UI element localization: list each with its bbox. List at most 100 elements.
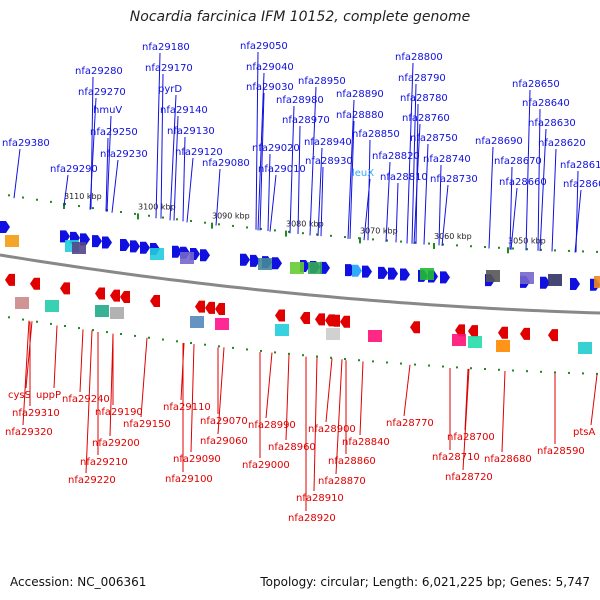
feature-block [275, 324, 289, 336]
track-dot [302, 232, 304, 235]
top-gene-label: nfa28800 [395, 52, 443, 63]
feature-block [258, 258, 272, 270]
track-dot [484, 368, 486, 371]
scale-tick-label: 3110 kbp [64, 192, 102, 201]
top-gene-label: nfa29250 [90, 127, 138, 138]
top-gene-label: nfa28610 [560, 160, 600, 171]
track-dot [302, 354, 304, 357]
top-gene-label: nfa29280 [75, 66, 123, 77]
reverse-gene-arrow [410, 321, 420, 334]
genome-backbone [0, 253, 600, 315]
track-dot [288, 230, 290, 233]
top-leader-line [551, 148, 557, 252]
scale-tick-label: 3090 kbp [212, 212, 250, 221]
track-dot [218, 345, 220, 348]
scale-tick-label: 3050 kbp [508, 236, 546, 245]
track-dot [358, 359, 360, 362]
track-dot [120, 333, 122, 335]
reverse-gene-arrow [95, 287, 105, 300]
bottom-gene-label: nfa28960 [268, 442, 316, 453]
track-dot [50, 322, 52, 325]
top-leader-line [111, 159, 119, 213]
reverse-gene-arrow [498, 326, 508, 339]
bottom-gene-label: nfa28680 [484, 454, 532, 465]
bottom-gene-label: nfa29090 [173, 454, 221, 465]
reverse-gene-arrow [150, 295, 160, 307]
track-dot [526, 370, 528, 373]
feature-block [290, 262, 304, 274]
track-dot [176, 218, 178, 221]
track-dot [232, 224, 234, 227]
reverse-gene-arrow [315, 313, 325, 326]
reverse-gene-arrow [330, 314, 340, 327]
bottom-gene-label: cysS [8, 390, 31, 401]
bottom-gene-label: nfa29110 [163, 402, 211, 413]
top-leader-line [105, 137, 109, 212]
bottom-leader-line [109, 333, 114, 437]
track-dot [134, 334, 136, 337]
reverse-gene-arrow [195, 300, 205, 313]
top-leader-line [169, 94, 177, 221]
reverse-gene-arrow [340, 315, 350, 328]
track-dot [330, 234, 332, 237]
track-dot [400, 240, 402, 243]
top-leader-line [349, 120, 355, 239]
scale-tick-label: 3060 kbp [434, 232, 472, 241]
track-dot [428, 364, 430, 367]
top-leader-line [413, 123, 421, 245]
top-leader-line [297, 125, 301, 235]
track-dot [162, 216, 164, 219]
bottom-gene-label: nfa28770 [386, 418, 434, 429]
track-dot [78, 327, 80, 330]
top-gene-label: nfa29040 [246, 62, 294, 73]
bottom-leader-line [501, 370, 506, 453]
scale-tick-label: 3080 kbp [286, 220, 324, 229]
forward-gene-arrow [140, 241, 150, 254]
top-gene-label: nfa29270 [78, 87, 126, 98]
track-dot [484, 246, 486, 249]
feature-block [308, 262, 322, 274]
top-gene-label: nfa28750 [410, 133, 458, 144]
reverse-gene-arrow [60, 282, 70, 295]
top-gene-label: nfa29140 [160, 105, 208, 116]
top-gene-label: nfa29180 [142, 42, 190, 53]
track-dot [78, 205, 80, 208]
top-gene-label: nfa28780 [400, 93, 448, 104]
top-gene-label: nfa29050 [240, 41, 288, 52]
reverse-gene-arrow [5, 273, 15, 286]
bottom-gene-label: nfa29100 [165, 474, 213, 485]
reverse-gene-arrow [215, 302, 225, 315]
top-gene-label: nfa28630 [528, 118, 576, 129]
track-dot [386, 361, 388, 364]
top-gene-label: nfa28670 [494, 156, 542, 167]
feature-block [110, 307, 124, 319]
track-dot [246, 226, 248, 229]
top-gene-label: pyrD [158, 84, 182, 95]
forward-gene-arrow [60, 230, 70, 243]
feature-block [5, 235, 19, 247]
feature-block [190, 316, 204, 328]
forward-gene-arrow [272, 257, 282, 270]
track-dot [456, 244, 458, 247]
track-dot [512, 247, 514, 250]
leuX-gene-arrow [352, 264, 362, 277]
track-dot [190, 342, 192, 345]
top-leader-line [160, 73, 164, 219]
top-gene-label: nfa29020 [252, 143, 300, 154]
top-leader-line [525, 89, 531, 251]
bottom-leader-line [590, 374, 598, 426]
track-dot [442, 243, 444, 246]
track-dot [316, 355, 318, 358]
track-dot [36, 320, 38, 323]
bottom-gene-label: nfa28910 [296, 493, 344, 504]
top-gene-label: nfa29170 [145, 63, 193, 74]
forward-gene-arrow [378, 266, 388, 279]
scale-tick-label: 3070 kbp [360, 226, 398, 235]
top-leader-line [89, 97, 97, 210]
track-dot [36, 198, 38, 201]
track-dot [92, 329, 94, 332]
top-gene-label: nfa28600 [563, 179, 600, 190]
reverse-gene-arrow [300, 312, 310, 324]
feature-block [548, 274, 562, 286]
